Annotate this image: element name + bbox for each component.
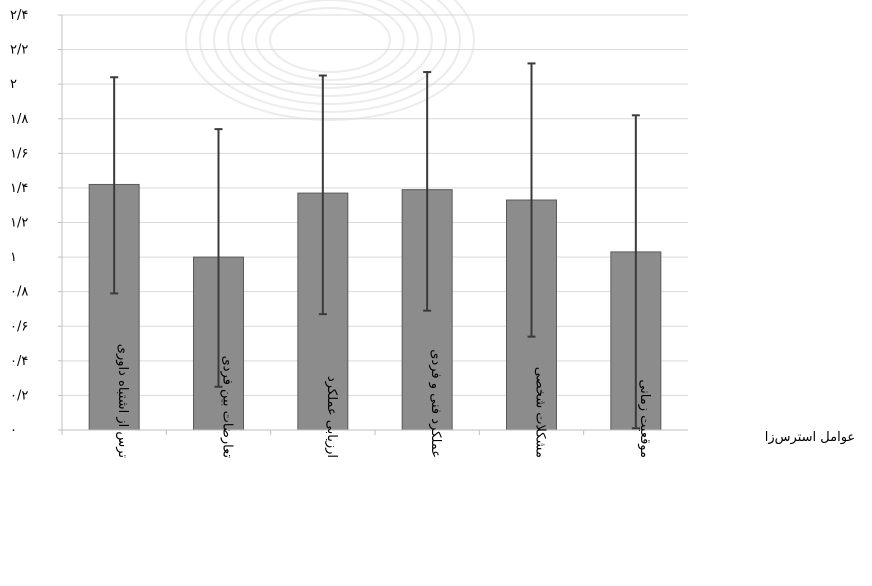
x-axis-category-labels: ترس از اشتباه داوری تعارضات بین فردی ارزیا… <box>115 344 652 459</box>
axes <box>61 15 688 431</box>
y-tick-label: ۰/۲ <box>10 388 28 403</box>
y-tick-label: ۲ <box>10 77 17 92</box>
y-tick-label: ۱/۶ <box>10 146 28 161</box>
x-axis-title: عوامل استرس‌زا <box>765 430 855 445</box>
watermark-ring <box>185 0 475 121</box>
x-category-label: موقعیت زمانی <box>637 379 652 458</box>
y-tick-label: ۰ <box>10 423 17 438</box>
y-tick-label: ۰/۶ <box>10 319 28 334</box>
y-tick-label: ۱/۲ <box>10 216 28 231</box>
x-category-label: عملکرد فنی و فردی <box>428 349 443 458</box>
watermark-ring <box>227 0 433 97</box>
watermark-ring <box>199 0 461 113</box>
error-bars <box>61 62 640 435</box>
y-tick-label: ۱/۸ <box>10 112 28 127</box>
y-tick-label: ۰/۴ <box>10 354 28 369</box>
bars <box>88 183 662 431</box>
watermark-emblem <box>185 0 475 121</box>
watermark-ring <box>255 0 405 81</box>
x-category-label: ارزیابی عملکرد <box>324 376 339 458</box>
y-axis-tick-labels: ۰ ۰/۲ ۰/۴ ۰/۶ ۰/۸ ۱ ۱/۲ ۱/۴ ۱/۶ ۱/۸ ۲ ۲/۲ ۲/۴ <box>10 8 28 438</box>
y-tick-label: ۲/۴ <box>10 8 28 23</box>
x-category-label: ترس از اشتباه داوری <box>115 344 130 459</box>
grid-lines <box>58 14 688 431</box>
y-tick-label: ۰/۸ <box>10 285 28 300</box>
watermark-ring <box>241 0 419 89</box>
watermark-ring <box>269 7 391 73</box>
y-tick-label: ۲/۲ <box>10 43 28 58</box>
y-tick-label: ۱/۴ <box>10 181 28 196</box>
x-category-label: مشکلات شخصی <box>533 367 548 458</box>
y-tick-label: ۱ <box>10 250 17 265</box>
x-category-label: تعارضات بین فردی <box>220 356 235 459</box>
watermark-ring <box>213 0 447 105</box>
